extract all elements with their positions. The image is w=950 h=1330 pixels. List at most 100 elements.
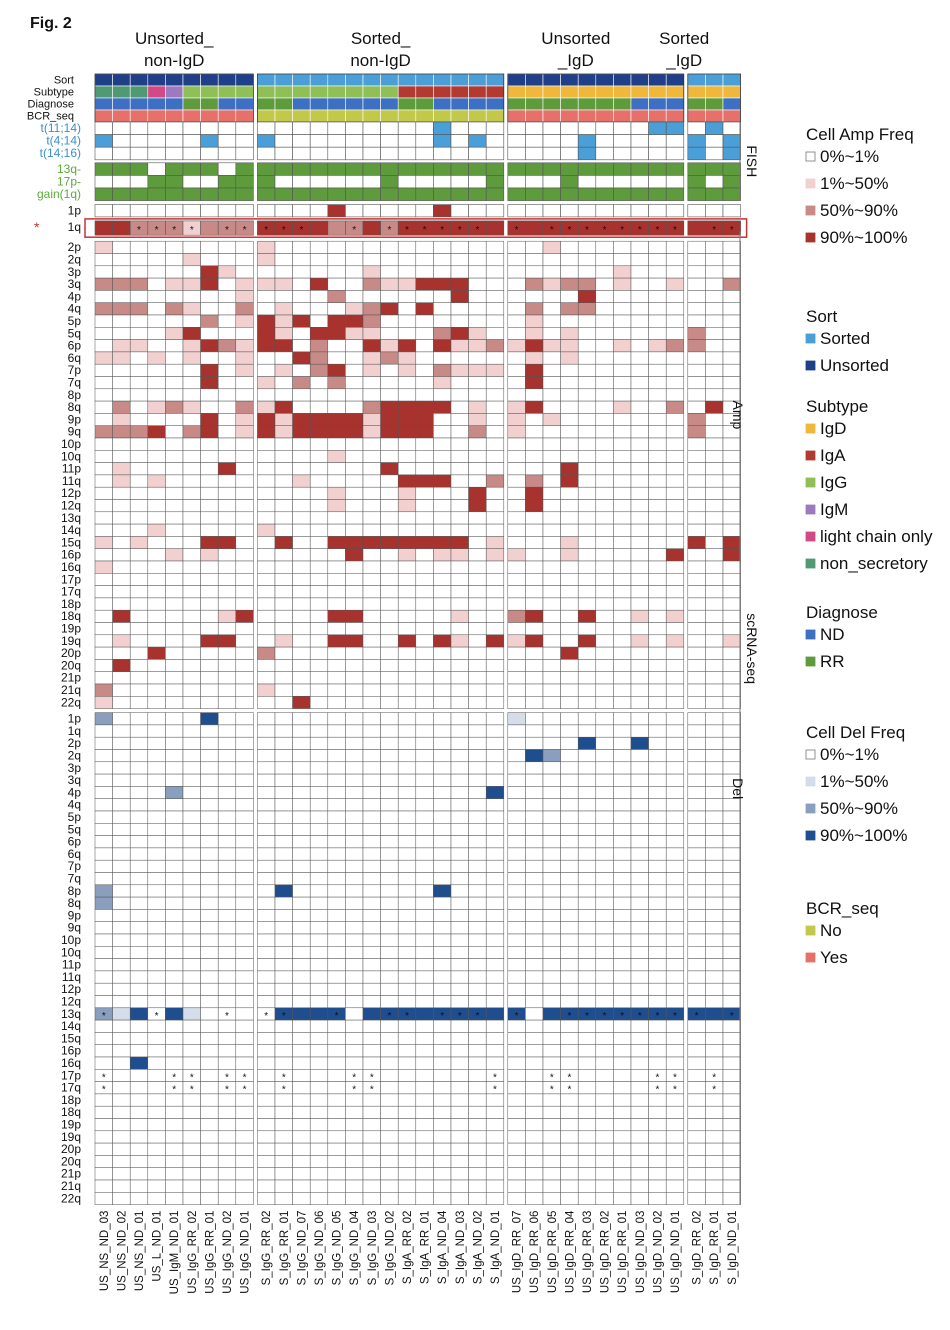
- del-cell: [560, 1032, 579, 1045]
- del-cell: [345, 1056, 364, 1070]
- amp-cell: [165, 376, 184, 390]
- del-cell: [468, 884, 487, 898]
- del-cell: [292, 872, 311, 886]
- amp-cell: [507, 560, 526, 574]
- legend-item-label: 0%~1%: [820, 745, 879, 764]
- amp-cell: [380, 585, 399, 599]
- amp-cell: [129, 523, 149, 537]
- del-cell: [327, 970, 346, 984]
- del-cell: [450, 773, 469, 787]
- del-cell: [165, 859, 184, 873]
- fish-cell: [595, 146, 614, 161]
- annotation-cell: [129, 97, 149, 111]
- fish-cell: [687, 121, 706, 135]
- del-cell: [450, 1118, 469, 1132]
- del-cell: [468, 921, 487, 935]
- del-cell: [94, 1093, 113, 1107]
- del-cell: [112, 736, 131, 750]
- amp-cell: [200, 314, 219, 328]
- arm-label: 12q: [61, 499, 81, 513]
- amp-cell: [112, 499, 131, 513]
- del-cell: [507, 712, 526, 726]
- amp-cell: [112, 536, 131, 549]
- amp-cell: [630, 609, 649, 623]
- annotation-cell: [560, 73, 579, 87]
- amp-cell: [722, 437, 741, 451]
- del-cell: [147, 958, 166, 972]
- del-cell: [415, 1044, 434, 1058]
- amp-cell: [415, 240, 434, 254]
- amp-cell: [182, 265, 201, 279]
- amp-cell: [705, 523, 724, 537]
- significance-star: *: [405, 225, 409, 236]
- del-cell: [182, 761, 201, 775]
- amp-cell: [525, 486, 544, 500]
- amp-cell: [525, 536, 544, 549]
- annotation-cell: [217, 73, 237, 87]
- amp-cell: [147, 609, 166, 623]
- amp-cell: [507, 240, 526, 254]
- amp-cell: [648, 486, 667, 500]
- del-cell: [147, 1105, 166, 1119]
- amp-cell: [507, 499, 526, 513]
- del-cell: [397, 933, 417, 947]
- amp-cell: [165, 240, 184, 254]
- arm-label: 14q: [61, 1019, 81, 1033]
- del-cell: [200, 933, 219, 947]
- del-cell: [397, 872, 417, 886]
- amp-cell: [345, 339, 364, 353]
- del-cell: [450, 1167, 469, 1181]
- del-cell: [433, 786, 452, 799]
- amp-cell: [274, 437, 293, 451]
- fish-cell: [507, 162, 526, 176]
- amp-cell: [630, 585, 649, 599]
- amp-cell: [147, 376, 166, 390]
- amp-cell: [415, 646, 434, 660]
- amp-cell: [257, 388, 276, 402]
- del-cell: [165, 1167, 184, 1181]
- del-cell: [217, 736, 237, 750]
- annotation-cell: [560, 109, 579, 123]
- del-cell: [362, 859, 381, 873]
- amp-cell: [200, 339, 219, 353]
- del-cell: [613, 995, 632, 1009]
- del-cell: [485, 1019, 505, 1033]
- annotation-cell: [613, 85, 632, 99]
- del-cell: [613, 970, 632, 984]
- del-cell: [665, 1155, 685, 1168]
- amp-cell: [687, 240, 706, 254]
- amp-cell: [613, 400, 632, 414]
- amp-cell: [257, 523, 276, 537]
- fish-cell: [274, 162, 293, 176]
- amp-cell: [705, 474, 724, 488]
- del-cell: [665, 884, 685, 898]
- amp-cell: [165, 437, 184, 451]
- del-cell: [380, 946, 399, 959]
- amp-cell: [648, 683, 667, 697]
- amp-cell: [397, 314, 417, 328]
- del-cell: [665, 798, 685, 812]
- amp-cell: [380, 450, 399, 463]
- arm-label: 6p: [68, 339, 82, 353]
- amp-cell: [722, 327, 741, 340]
- amp-cell: [665, 609, 685, 623]
- del-cell: [542, 724, 561, 738]
- amp-cell: [397, 523, 417, 537]
- del-cell: [415, 933, 434, 947]
- fish-cell: [235, 134, 254, 148]
- del-cell: [165, 1142, 184, 1156]
- amp-cell: [147, 474, 166, 488]
- significance-star: *: [550, 1072, 554, 1083]
- amp-cell: [94, 240, 113, 254]
- del-cell: [397, 1167, 417, 1181]
- del-cell: [147, 1044, 166, 1058]
- del-cell: [468, 1192, 487, 1205]
- sample-label: US_IgD_ND_03: [635, 1211, 647, 1293]
- amp-cell: [595, 536, 614, 549]
- del-cell: [450, 1130, 469, 1144]
- arm-label: 1q: [68, 220, 81, 234]
- del-cell: [613, 1130, 632, 1144]
- del-cell: [577, 1118, 597, 1132]
- amp-cell: [200, 597, 219, 611]
- del-cell: [309, 1019, 329, 1033]
